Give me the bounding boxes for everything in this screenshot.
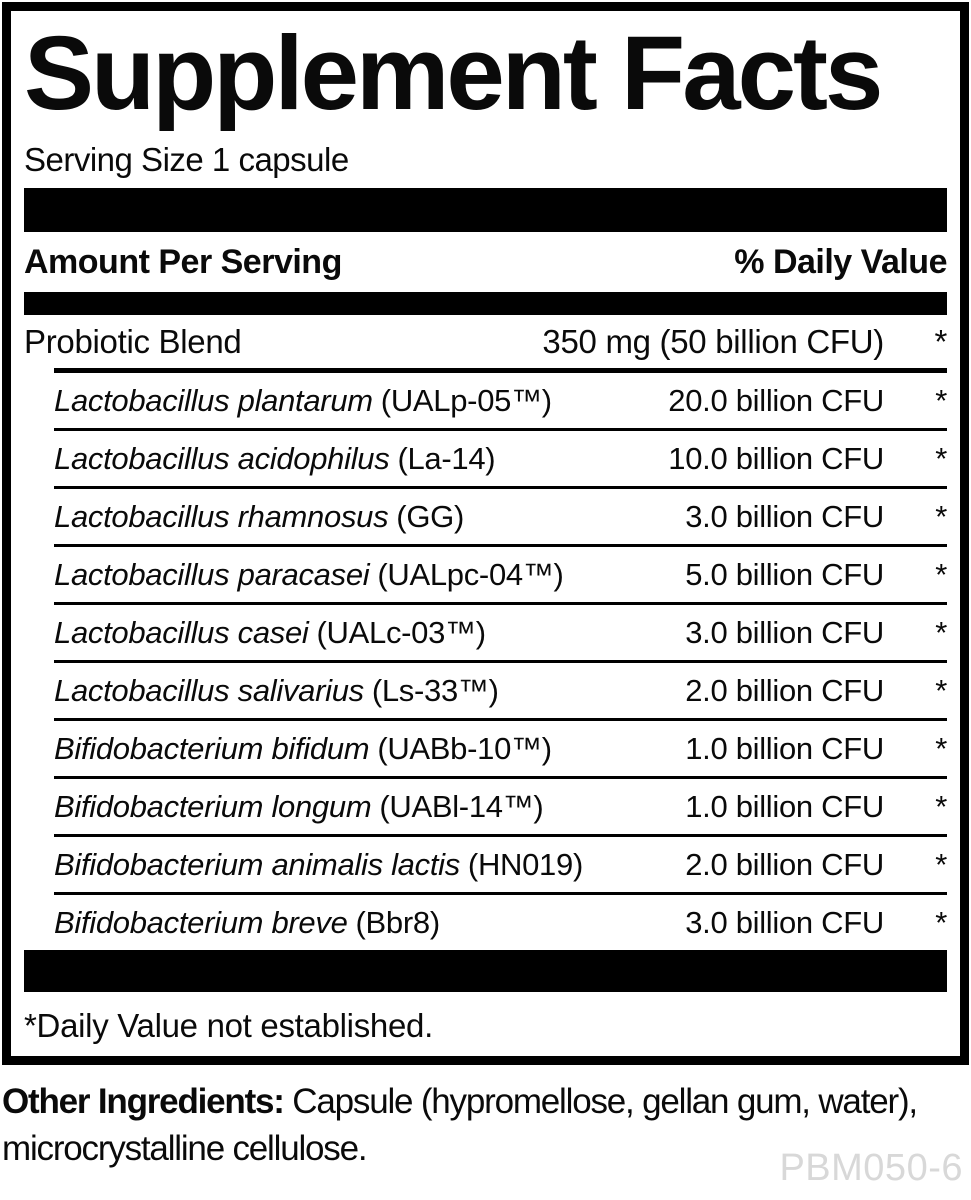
strain-amount: 3.0 billion CFU	[685, 498, 884, 534]
strain-species: Lactobacillus rhamnosus	[54, 498, 389, 534]
strain-amount: 1.0 billion CFU	[685, 788, 884, 824]
strain-name: Bifidobacterium breve (Bbr8)	[24, 905, 685, 941]
page-title: Supplement Facts	[24, 15, 883, 132]
blend-name: Probiotic Blend	[24, 322, 242, 360]
strain-code: (Bbr8)	[355, 904, 441, 940]
strain-species: Lactobacillus paracasei	[54, 556, 370, 592]
strain-code: (GG)	[396, 498, 464, 534]
strain-name: Lactobacillus acidophilus (La-14)	[24, 441, 668, 477]
strain-code: (UALpc-04™)	[377, 556, 564, 592]
strain-amount: 5.0 billion CFU	[685, 556, 884, 592]
strain-code: (Ls-33™)	[371, 672, 499, 708]
daily-value-label: % Daily Value	[734, 242, 947, 281]
strain-name: Bifidobacterium longum (UABl-14™)	[24, 789, 685, 825]
strain-species: Lactobacillus salivarius	[54, 672, 364, 708]
strain-amount: 10.0 billion CFU	[668, 440, 884, 476]
strain-dv: *	[935, 382, 947, 418]
blend-dv: *	[934, 322, 947, 360]
strain-dv: *	[935, 730, 947, 766]
strain-amount: 2.0 billion CFU	[685, 846, 884, 882]
strain-code: (UALp-05™)	[380, 382, 552, 418]
strain-code: (HN019)	[467, 846, 583, 882]
row-divider	[54, 892, 947, 895]
strain-code: (UALc-03™)	[316, 614, 487, 650]
strain-species: Bifidobacterium animalis lactis	[54, 846, 460, 882]
table-header: Amount Per Serving % Daily Value	[24, 232, 947, 292]
strain-name: Lactobacillus plantarum (UALp-05™)	[24, 383, 668, 419]
strain-code: (La-14)	[397, 440, 496, 476]
strain-dv: *	[935, 614, 947, 650]
row-divider	[54, 718, 947, 721]
strain-amount: 20.0 billion CFU	[668, 382, 884, 418]
strain-row-plantarum: Lactobacillus plantarum (UALp-05™) 20.0 b…	[24, 373, 947, 428]
separator-bar-top	[24, 188, 947, 232]
strain-amount: 3.0 billion CFU	[685, 614, 884, 650]
strain-row-salivarius: Lactobacillus salivarius (Ls-33™) 2.0 bil…	[24, 663, 947, 718]
other-ingredients-text: Capsule (hypromellose, gellan gum, water…	[2, 1082, 918, 1169]
row-divider	[54, 486, 947, 489]
strain-dv: *	[935, 672, 947, 708]
row-divider	[54, 660, 947, 663]
strain-row-casei: Lactobacillus casei (UALc-03™) 3.0 billio…	[24, 605, 947, 660]
strain-species: Lactobacillus plantarum	[54, 382, 373, 418]
blend-row: Probiotic Blend 350 mg (50 billion CFU) …	[24, 315, 947, 368]
blend-divider	[54, 368, 947, 373]
row-divider	[54, 776, 947, 779]
strain-amount: 1.0 billion CFU	[685, 730, 884, 766]
strain-name: Lactobacillus salivarius (Ls-33™)	[24, 673, 685, 709]
other-ingredients-label: Other Ingredients:	[2, 1082, 285, 1121]
strain-amount: 2.0 billion CFU	[685, 672, 884, 708]
strain-dv: *	[935, 440, 947, 476]
strain-species: Lactobacillus acidophilus	[54, 440, 390, 476]
strain-dv: *	[935, 846, 947, 882]
strain-name: Lactobacillus paracasei (UALpc-04™)	[24, 557, 685, 593]
row-divider	[54, 602, 947, 605]
strain-dv: *	[935, 556, 947, 592]
strain-code: (UABb-10™)	[377, 730, 552, 766]
strain-code: (UABl-14™)	[379, 788, 544, 824]
strain-name: Bifidobacterium bifidum (UABb-10™)	[24, 731, 685, 767]
serving-size: Serving Size 1 capsule	[24, 141, 349, 178]
strain-row-bifidum: Bifidobacterium bifidum (UABb-10™) 1.0 bi…	[24, 721, 947, 776]
strain-species: Lactobacillus casei	[54, 614, 309, 650]
daily-value-footnote: *Daily Value not established.	[24, 1007, 433, 1044]
blend-amount: 350 mg (50 billion CFU)	[542, 322, 884, 360]
strain-species: Bifidobacterium bifidum	[54, 730, 370, 766]
separator-bar-bottom	[24, 950, 947, 992]
row-divider	[54, 834, 947, 837]
row-divider	[54, 544, 947, 547]
strain-row-rhamnosus: Lactobacillus rhamnosus (GG) 3.0 billion …	[24, 489, 947, 544]
strain-species: Bifidobacterium breve	[54, 904, 348, 940]
product-code: PBM050-6	[779, 1147, 963, 1189]
strain-row-acidophilus: Lactobacillus acidophilus (La-14) 10.0 bi…	[24, 431, 947, 486]
strain-row-longum: Bifidobacterium longum (UABl-14™) 1.0 bil…	[24, 779, 947, 834]
separator-bar-header	[24, 292, 947, 315]
amount-per-serving-label: Amount Per Serving	[24, 242, 342, 281]
strain-row-animalis-lactis: Bifidobacterium animalis lactis (HN019) 2…	[24, 837, 947, 892]
strain-dv: *	[935, 788, 947, 824]
supplement-facts-panel: Supplement Facts Serving Size 1 capsule …	[2, 2, 969, 1065]
strain-dv: *	[935, 904, 947, 940]
strain-name: Bifidobacterium animalis lactis (HN019)	[24, 847, 685, 883]
strain-dv: *	[935, 498, 947, 534]
strain-row-paracasei: Lactobacillus paracasei (UALpc-04™) 5.0 b…	[24, 547, 947, 602]
strain-name: Lactobacillus casei (UALc-03™)	[24, 615, 685, 651]
strain-amount: 3.0 billion CFU	[685, 904, 884, 940]
row-divider	[54, 428, 947, 431]
strain-species: Bifidobacterium longum	[54, 788, 372, 824]
other-ingredients: Other Ingredients: Capsule (hypromellose…	[2, 1078, 960, 1173]
strain-row-breve: Bifidobacterium breve (Bbr8) 3.0 billion …	[24, 895, 947, 950]
strain-name: Lactobacillus rhamnosus (GG)	[24, 499, 685, 535]
